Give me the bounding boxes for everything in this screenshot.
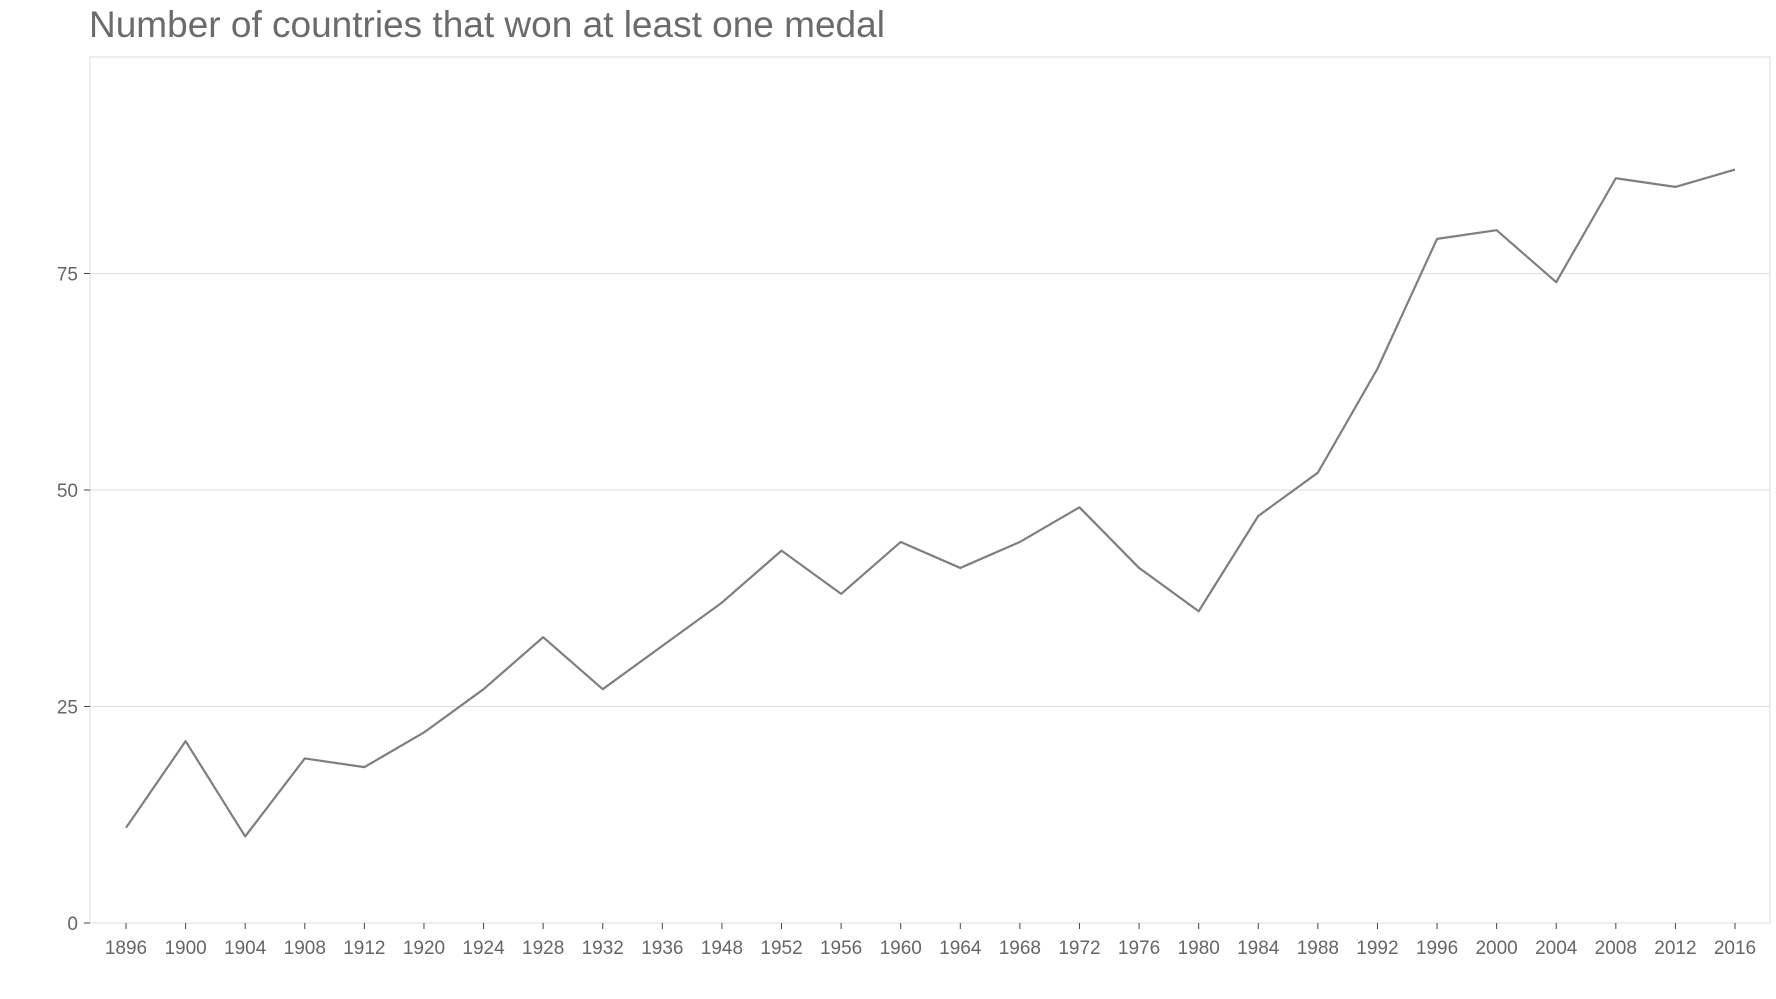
x-tick-label: 1900 [164,938,206,959]
x-tick-label: 2008 [1595,938,1637,959]
series-line [125,168,1736,838]
x-tick-label: 1908 [284,938,326,959]
x-tick-label: 1972 [1058,938,1100,959]
x-tick-label: 1984 [1237,938,1280,959]
x-tick-label: 1948 [701,938,743,959]
x-tick-label: 1988 [1297,938,1339,959]
x-tick-label: 1924 [462,938,505,959]
x-tick-label: 1920 [403,938,445,959]
x-tick-label: 1996 [1416,938,1458,959]
y-tick-label: 75 [57,265,78,286]
x-tick-label: 1896 [105,938,147,959]
x-tick-label: 1992 [1356,938,1398,959]
y-tick-label: 50 [57,481,78,502]
x-tick-label: 1952 [760,938,802,959]
x-tick-label: 2000 [1475,938,1517,959]
x-tick-label: 1904 [224,938,267,959]
x-tick-label: 1936 [641,938,683,959]
y-tick-label: 0 [67,914,78,935]
x-tick-label: 1960 [880,938,922,959]
chart-title: Number of countries that won at least on… [89,4,885,45]
x-tick-label: 1932 [582,938,624,959]
x-tick-label: 2016 [1714,938,1756,959]
y-tick-label: 25 [57,698,78,719]
x-tick-label: 2012 [1654,938,1696,959]
x-tick-label: 1976 [1118,938,1160,959]
x-tick-label: 2004 [1535,938,1578,959]
x-tick-label: 1968 [999,938,1041,959]
x-tick-label: 1912 [343,938,385,959]
x-tick-label: 1956 [820,938,862,959]
x-tick-label: 1980 [1178,938,1220,959]
x-tick-label: 1964 [939,938,982,959]
x-tick-label: 1928 [522,938,564,959]
